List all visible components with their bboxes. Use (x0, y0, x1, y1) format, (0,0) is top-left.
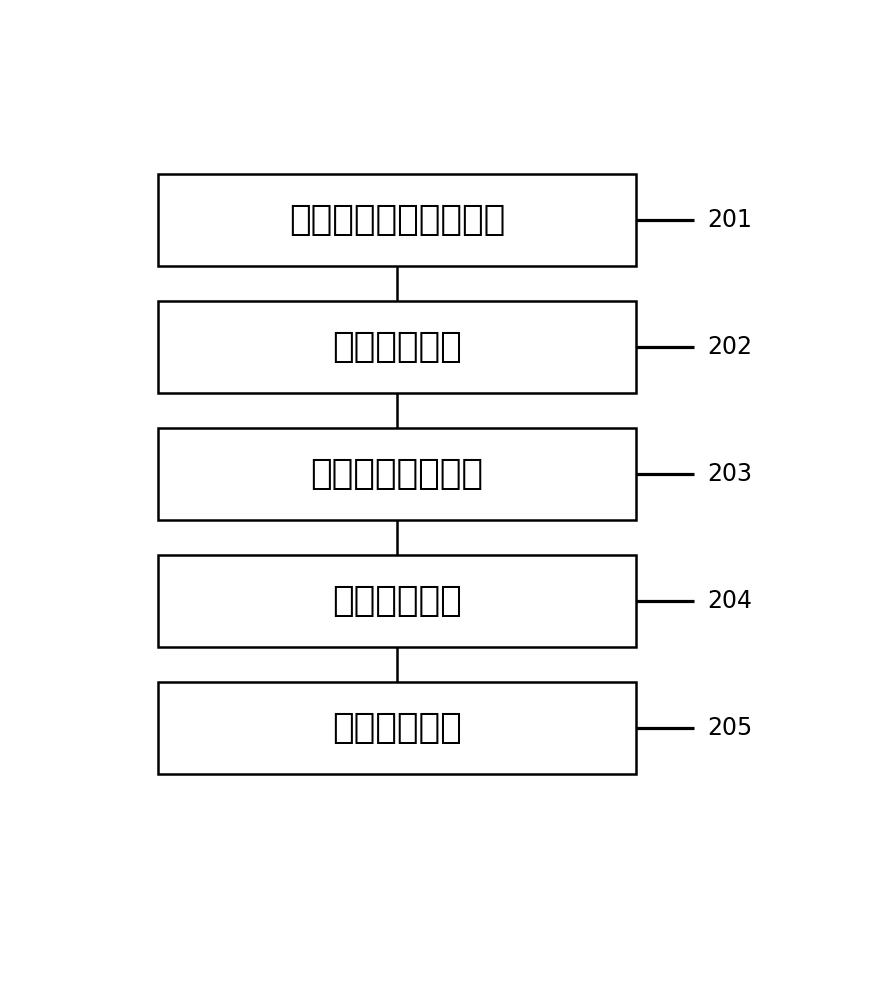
Bar (158, 555, 636, 647)
Text: 203: 203 (707, 462, 752, 486)
Bar (158, 174, 636, 266)
Text: 201: 201 (707, 208, 752, 232)
Text: 205: 205 (707, 716, 752, 740)
Text: 脉冲信号发生模块: 脉冲信号发生模块 (310, 457, 484, 491)
Bar (158, 428, 636, 520)
Text: 202: 202 (707, 335, 752, 359)
Bar (158, 301, 636, 393)
Bar (158, 682, 636, 774)
Text: 电路切换模块: 电路切换模块 (332, 330, 462, 364)
Text: 同步采样模块: 同步采样模块 (332, 711, 462, 745)
Text: 信号传输模块: 信号传输模块 (332, 584, 462, 618)
Text: 电路切换信息接收模块: 电路切换信息接收模块 (289, 203, 505, 237)
Text: 204: 204 (707, 589, 752, 613)
